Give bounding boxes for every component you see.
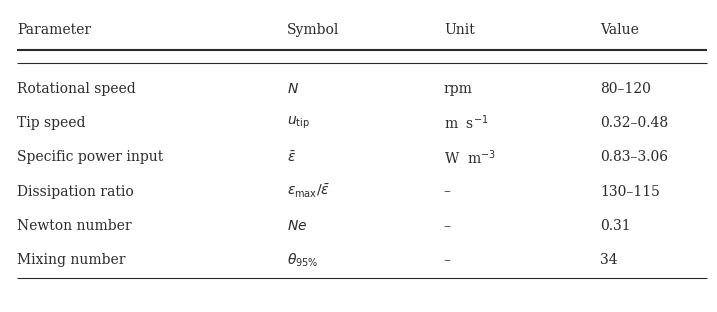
- Text: Unit: Unit: [444, 23, 475, 37]
- Text: rpm: rpm: [444, 81, 473, 95]
- Text: Parameter: Parameter: [17, 23, 91, 37]
- Text: 0.83–3.06: 0.83–3.06: [600, 150, 668, 164]
- Text: Value: Value: [600, 23, 640, 37]
- Text: $u_{\mathrm{tip}}$: $u_{\mathrm{tip}}$: [288, 115, 310, 131]
- Text: 34: 34: [600, 253, 618, 267]
- Text: m  s$^{-1}$: m s$^{-1}$: [444, 114, 488, 132]
- Text: Tip speed: Tip speed: [17, 116, 85, 130]
- Text: Newton number: Newton number: [17, 219, 132, 233]
- Text: $\varepsilon_{\mathrm{max}}/\bar{\varepsilon}$: $\varepsilon_{\mathrm{max}}/\bar{\vareps…: [288, 183, 330, 200]
- Text: –: –: [444, 219, 451, 233]
- Text: $\theta_{95\%}$: $\theta_{95\%}$: [288, 251, 319, 269]
- Text: –: –: [444, 184, 451, 198]
- Text: $N$: $N$: [288, 81, 300, 95]
- Text: W  m$^{-3}$: W m$^{-3}$: [444, 148, 495, 167]
- Text: Rotational speed: Rotational speed: [17, 81, 136, 95]
- Text: $\bar{\varepsilon}$: $\bar{\varepsilon}$: [288, 150, 296, 165]
- Text: 80–120: 80–120: [600, 81, 651, 95]
- Text: Dissipation ratio: Dissipation ratio: [17, 184, 134, 198]
- Text: 130–115: 130–115: [600, 184, 660, 198]
- Text: $\mathit{Ne}$: $\mathit{Ne}$: [288, 219, 308, 233]
- Text: Mixing number: Mixing number: [17, 253, 125, 267]
- Text: –: –: [444, 253, 451, 267]
- Text: Symbol: Symbol: [288, 23, 340, 37]
- Text: 0.31: 0.31: [600, 219, 631, 233]
- Text: 0.32–0.48: 0.32–0.48: [600, 116, 668, 130]
- Text: Specific power input: Specific power input: [17, 150, 163, 164]
